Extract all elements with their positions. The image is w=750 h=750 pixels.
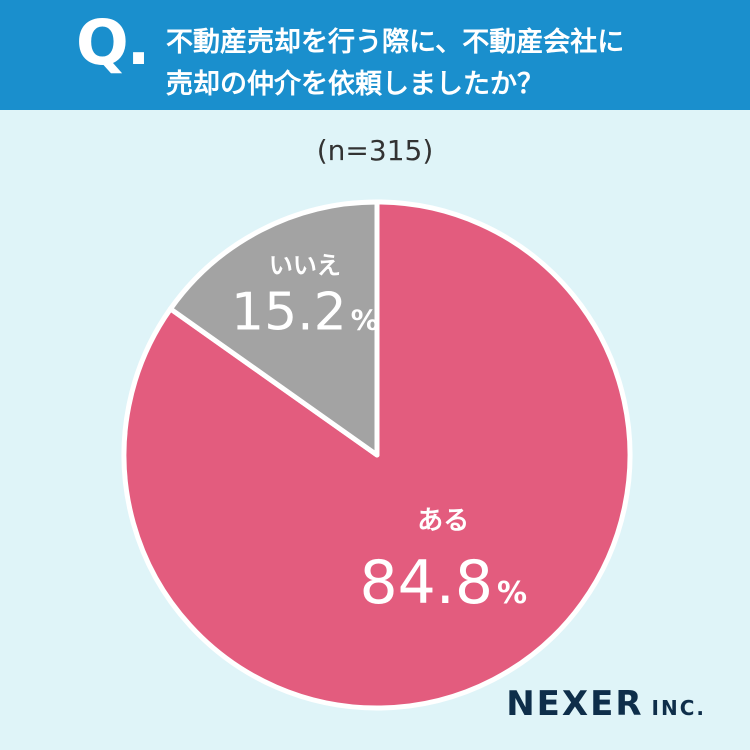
- question-text-line2: 売却の仲介を依頼しましたか？: [166, 69, 544, 100]
- slice-value-1: 15.2%: [231, 283, 379, 343]
- brand-suffix: INC.: [651, 696, 706, 720]
- question-header: Q. 不動産売却を行う際に、不動産会社に 売却の仲介を依頼しましたか？: [0, 0, 750, 110]
- sample-size: (n=315): [316, 134, 434, 167]
- slice-label-0: ある: [417, 506, 469, 536]
- brand-name: NEXER: [506, 684, 644, 724]
- slice-label-1: いいえ: [269, 252, 341, 280]
- question-mark: Q.: [76, 6, 150, 79]
- question-text-line1: 不動産売却を行う際に、不動産会社に: [166, 27, 625, 58]
- brand-logo: NEXER INC.: [506, 684, 706, 724]
- slice-value-0: 84.8%: [359, 548, 527, 618]
- pie-slice-1: [167, 199, 380, 458]
